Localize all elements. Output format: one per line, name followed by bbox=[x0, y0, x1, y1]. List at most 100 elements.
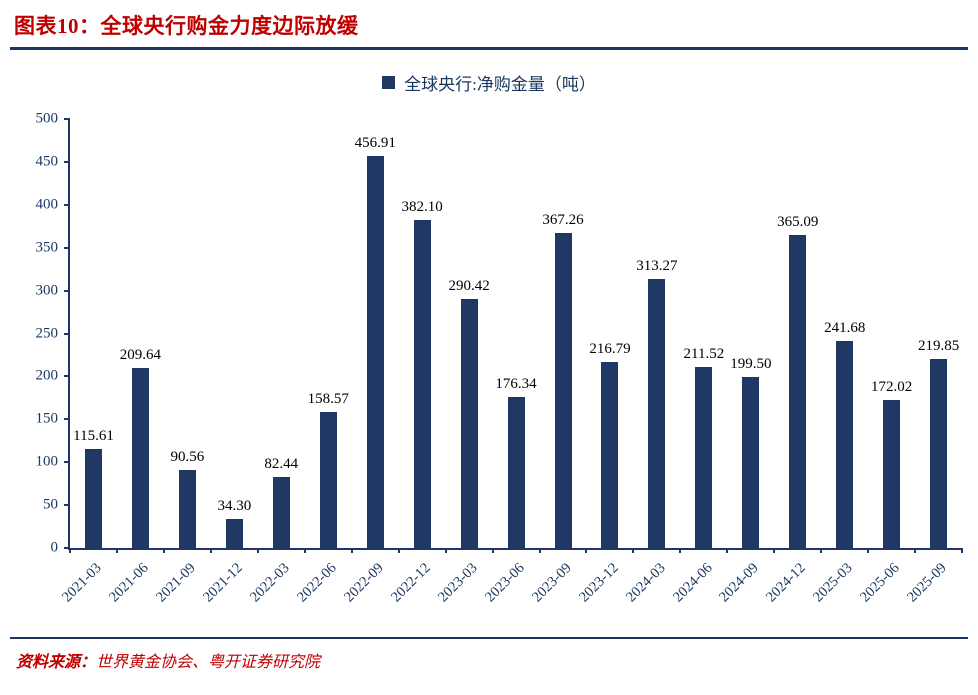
x-axis-tick-label: 2021-12 bbox=[200, 560, 246, 606]
bar-value-label: 90.56 bbox=[170, 449, 205, 466]
legend-label: 全球央行:净购金量（吨） bbox=[404, 75, 596, 94]
bar-group: 34.30 2021-12 bbox=[200, 119, 258, 606]
bar bbox=[413, 220, 431, 548]
bar-group: 365.09 2024-12 bbox=[764, 119, 821, 606]
y-axis-tick-label: 0 bbox=[50, 539, 59, 556]
bar-group: 313.27 2024-03 bbox=[623, 119, 680, 605]
bar bbox=[695, 366, 713, 548]
y-axis-tick bbox=[64, 461, 70, 464]
y-axis-tick-label: 450 bbox=[35, 153, 59, 170]
bar-group: 367.26 2023-09 bbox=[529, 119, 587, 606]
x-axis-tick bbox=[69, 548, 71, 553]
x-axis-tick-label: 2023-06 bbox=[481, 560, 528, 606]
bar bbox=[319, 411, 337, 548]
y-axis-tick-label: 200 bbox=[35, 367, 59, 384]
bar bbox=[601, 362, 619, 548]
bar-group: 209.64 2021-06 bbox=[106, 119, 164, 605]
bar-value-label: 216.79 bbox=[589, 341, 631, 357]
bar bbox=[789, 234, 807, 548]
bar-group: 176.34 2023-06 bbox=[482, 119, 540, 606]
bars-container: 115.61 2021-03 209.64 2021-06 90.56 2021-09 34… bbox=[59, 119, 962, 606]
x-axis-tick bbox=[115, 548, 118, 553]
legend: 全球央行:净购金量（吨） bbox=[0, 70, 978, 95]
plot-area: 115.61 2021-03 209.64 2021-06 90.56 2021-09 34… bbox=[36, 111, 963, 606]
x-axis-tick bbox=[162, 548, 165, 553]
x-axis-tick-label: 2022-06 bbox=[294, 560, 340, 606]
bar bbox=[930, 359, 948, 548]
x-axis-tick-label: 2024-12 bbox=[763, 560, 810, 606]
chart-title: 图表10：全球央行购金力度边际放缓 bbox=[14, 14, 359, 38]
x-axis-tick-label: 2022-12 bbox=[387, 560, 434, 606]
bar-value-label: 34.30 bbox=[217, 497, 252, 514]
bar bbox=[836, 340, 854, 548]
x-axis-tick bbox=[491, 548, 494, 553]
y-axis-tick-label: 500 bbox=[35, 110, 59, 127]
legend-swatch-icon bbox=[382, 76, 396, 89]
bar-group: 82.44 2022-03 bbox=[247, 119, 305, 605]
y-axis-tick-label: 300 bbox=[35, 282, 59, 299]
x-axis-tick bbox=[538, 548, 541, 553]
x-axis-tick bbox=[256, 548, 259, 553]
y-axis-tick-label: 400 bbox=[35, 196, 59, 213]
bar bbox=[178, 470, 196, 548]
bar-value-label: 290.42 bbox=[448, 277, 490, 294]
y-axis-tick bbox=[64, 160, 70, 163]
bar bbox=[84, 448, 102, 548]
source-label: 资料来源： bbox=[16, 654, 97, 671]
bar-value-label: 211.52 bbox=[683, 345, 725, 362]
x-axis-tick-label: 2022-03 bbox=[247, 560, 293, 606]
y-axis-tick bbox=[64, 547, 70, 549]
x-axis-tick-label: 2022-09 bbox=[341, 560, 387, 606]
bar bbox=[507, 396, 525, 548]
bar-group: 382.10 2022-12 bbox=[388, 119, 446, 605]
bar-value-label: 199.50 bbox=[730, 355, 772, 372]
chart-header: 图表10：全球央行购金力度边际放缓 bbox=[10, 8, 968, 50]
x-axis-tick bbox=[726, 548, 729, 553]
x-axis-tick bbox=[350, 548, 353, 553]
bar-group: 211.52 2024-06 bbox=[670, 119, 727, 606]
bar-value-label: 241.68 bbox=[824, 319, 866, 336]
source-note: 资料来源：世界黄金协会、粤开证券研究院 bbox=[10, 637, 968, 672]
bar-value-label: 382.10 bbox=[401, 199, 443, 216]
x-axis-tick bbox=[820, 548, 823, 553]
bar-value-label: 172.02 bbox=[871, 379, 913, 396]
y-axis-tick-label: 150 bbox=[35, 410, 59, 427]
x-axis-tick-label: 2025-06 bbox=[857, 560, 904, 606]
x-axis-tick-label: 2023-12 bbox=[575, 560, 622, 606]
x-axis-tick-label: 2021-06 bbox=[106, 560, 152, 606]
bar-value-label: 219.85 bbox=[918, 338, 960, 355]
x-axis-tick bbox=[444, 548, 447, 553]
x-axis-tick bbox=[632, 548, 635, 553]
bar-value-label: 82.44 bbox=[264, 456, 299, 473]
x-axis-tick-label: 2023-09 bbox=[528, 560, 575, 606]
x-axis-tick bbox=[773, 548, 776, 553]
bar-group: 172.02 2025-06 bbox=[858, 119, 915, 605]
x-axis-tick bbox=[397, 548, 400, 553]
x-axis-tick-label: 2021-09 bbox=[153, 560, 199, 606]
y-axis-tick bbox=[64, 332, 70, 335]
bar bbox=[272, 477, 290, 548]
bar bbox=[648, 279, 666, 548]
x-axis-tick-label: 2021-03 bbox=[59, 560, 105, 606]
y-axis-tick bbox=[64, 203, 70, 206]
x-axis-end-tick bbox=[961, 548, 963, 553]
bar-value-label: 115.61 bbox=[73, 427, 114, 444]
x-axis-tick bbox=[914, 548, 917, 553]
bar-value-label: 365.09 bbox=[777, 213, 819, 230]
bar-value-label: 209.64 bbox=[119, 347, 162, 364]
x-axis-tick bbox=[303, 548, 306, 553]
source-text: 世界黄金协会、粤开证券研究院 bbox=[96, 654, 321, 671]
bar-group: 199.50 2024-09 bbox=[717, 119, 774, 606]
bar-group: 241.68 2025-03 bbox=[811, 119, 868, 606]
bar bbox=[554, 232, 572, 548]
bar bbox=[366, 155, 384, 548]
x-axis-tick bbox=[679, 548, 682, 553]
bar-group: 290.42 2023-03 bbox=[435, 119, 493, 606]
x-axis-tick-label: 2024-03 bbox=[622, 560, 669, 606]
bar-group: 90.56 2021-09 bbox=[153, 119, 211, 605]
y-axis-tick bbox=[64, 375, 70, 378]
bar bbox=[460, 298, 478, 548]
bar-group: 158.57 2022-06 bbox=[294, 119, 352, 606]
bar bbox=[225, 518, 243, 548]
